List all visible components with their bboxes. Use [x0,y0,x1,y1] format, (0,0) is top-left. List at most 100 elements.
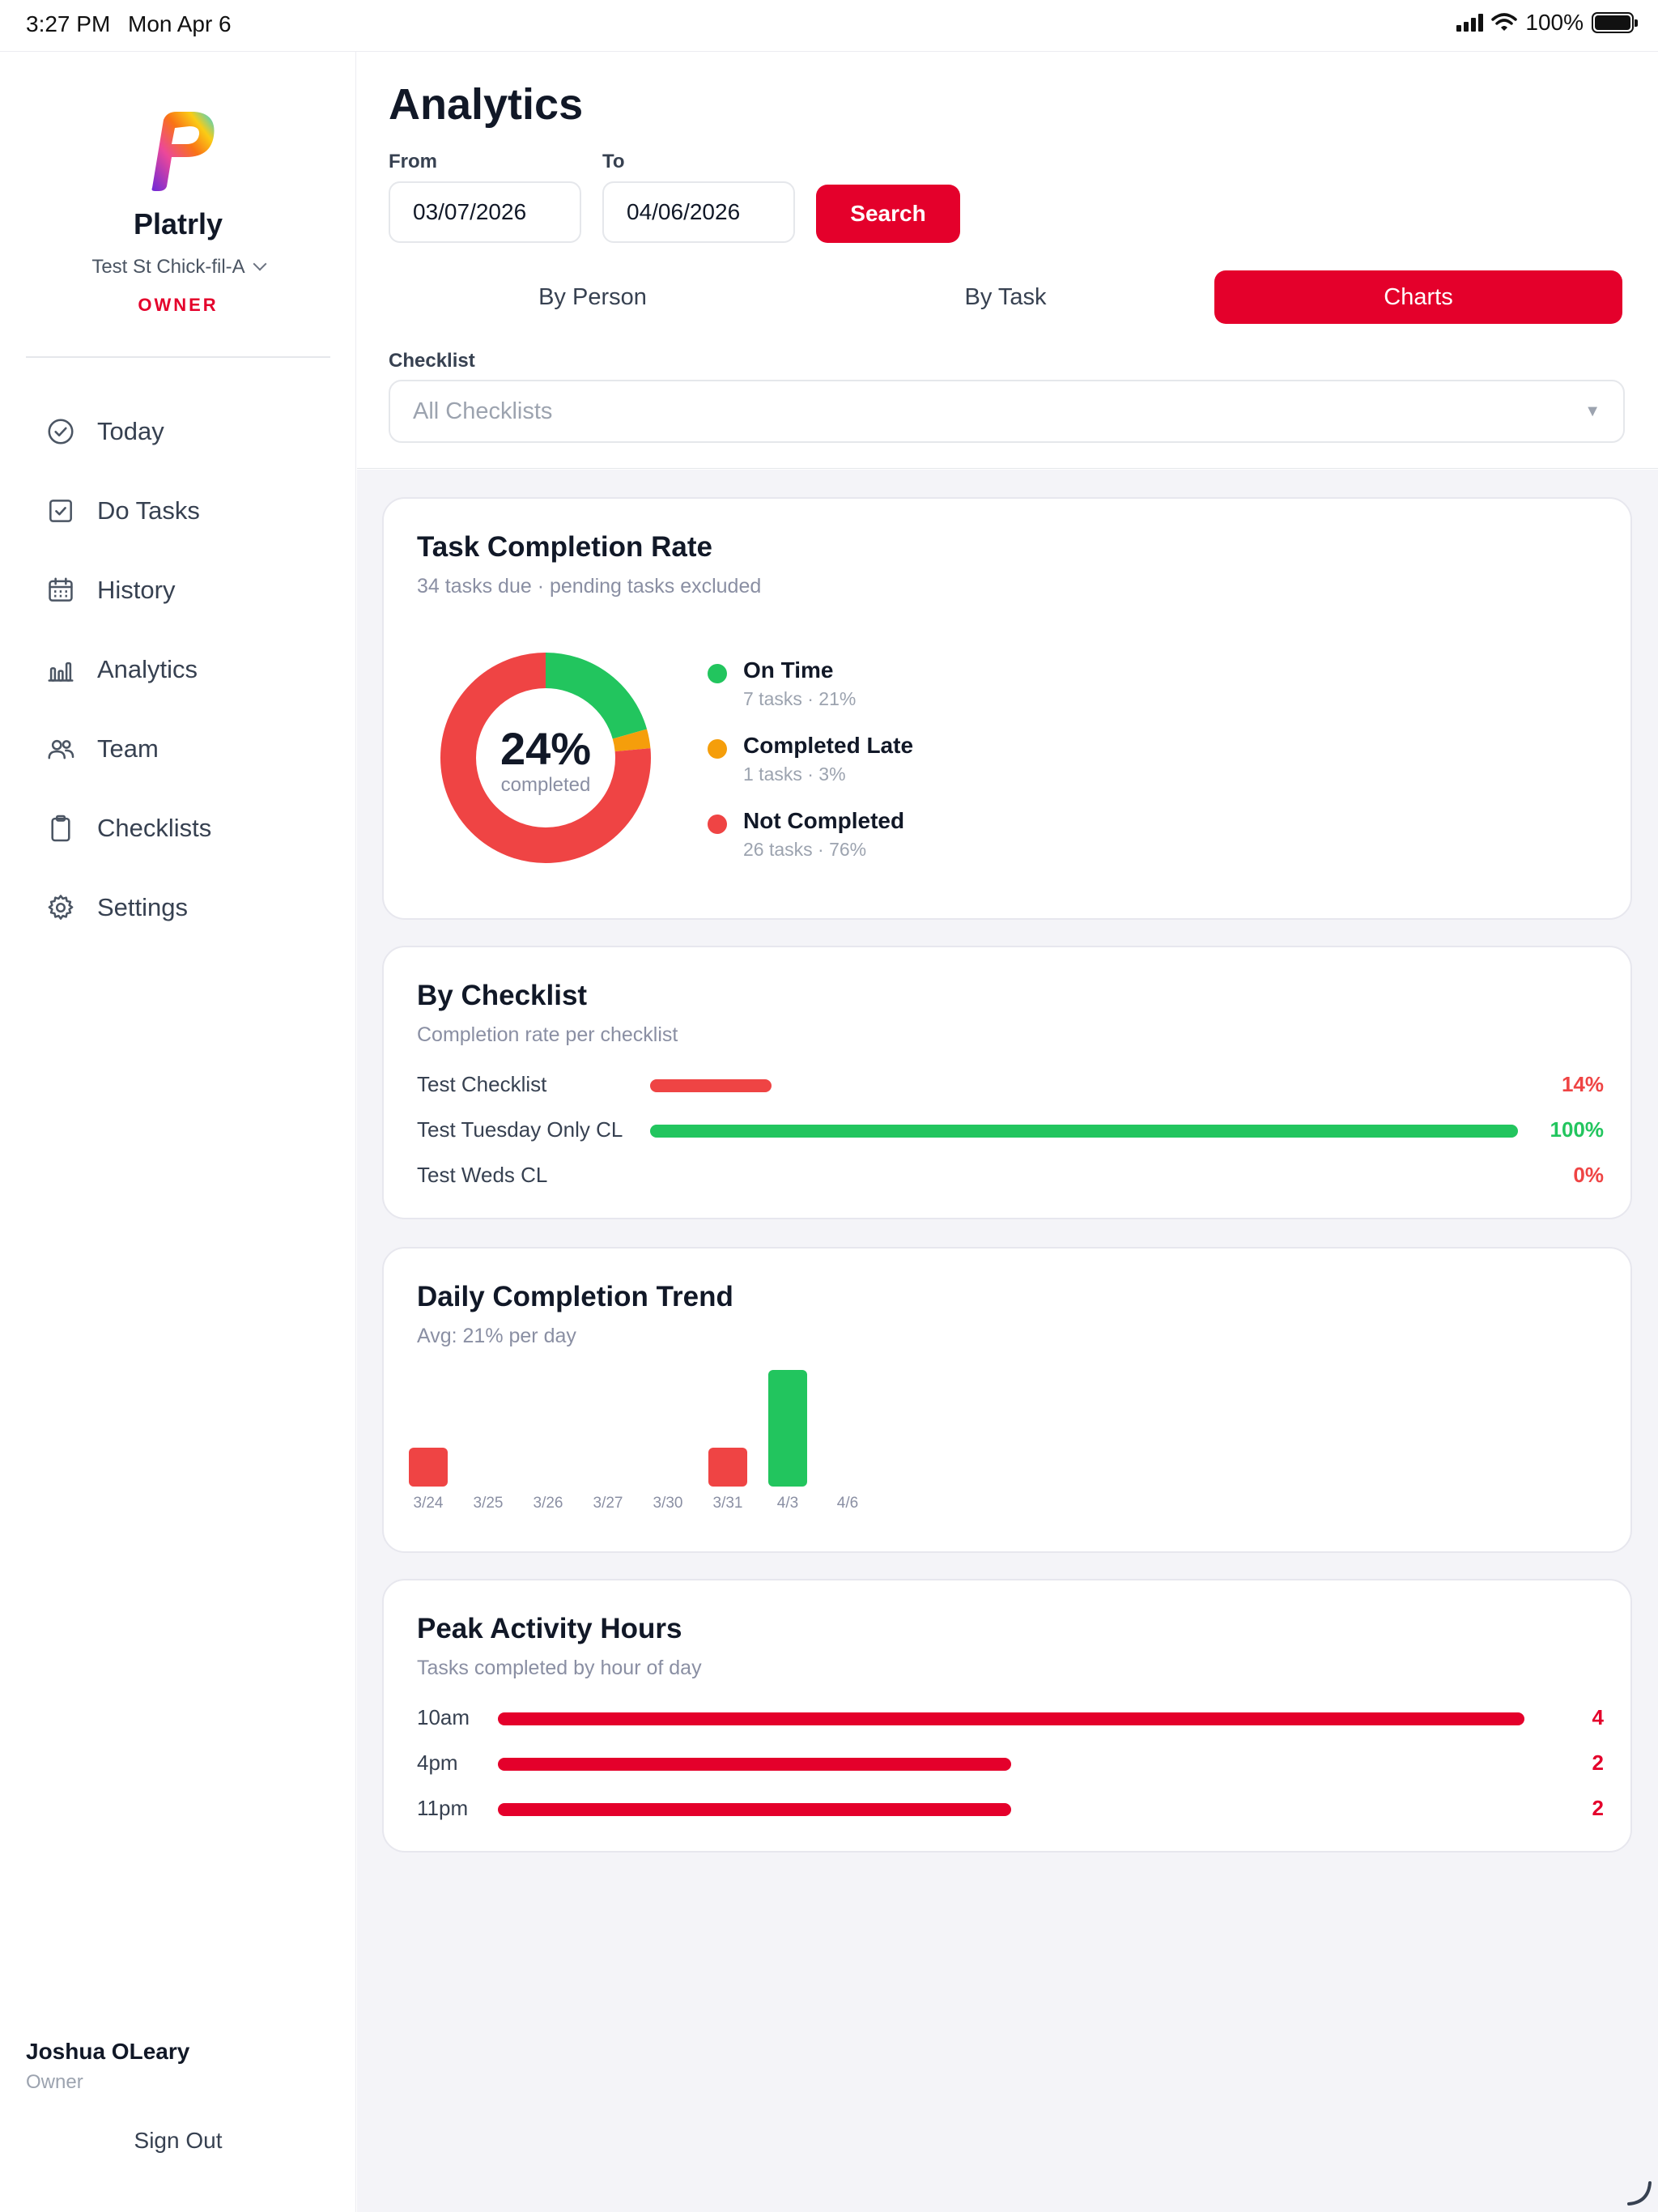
card-title: Task Completion Rate [417,531,712,563]
divider [26,356,330,358]
peak-hours-card: Peak Activity Hours Tasks completed by h… [382,1579,1632,1853]
card-subtitle: Tasks completed by hour of day [417,1657,702,1679]
trend-tick-label: 3/25 [473,1495,504,1512]
sidebar-item-do-tasks[interactable]: Do Tasks [0,471,356,551]
trend-tick-label: 4/6 [836,1495,859,1512]
view-tabs: By Person By Task Charts [389,270,1622,324]
legend-detail: 26 tasks · 76% [743,839,867,860]
bar-chart-icon [48,661,74,682]
card-title: By Checklist [417,980,588,1011]
sidebar-item-analytics[interactable]: Analytics [0,630,356,709]
page-title: Analytics [389,80,584,129]
clipboard-icon [51,815,70,842]
from-label: From [389,151,437,172]
status-indicators: 100% [1456,10,1638,36]
platrly-logo [151,112,215,191]
sidebar-nav: Today Do Tasks History Analytics Team Ch… [0,392,356,947]
peak-hour-value: 2 [1592,1796,1604,1820]
wifi-icon [1491,13,1518,31]
status-date: Mon Apr 6 [128,11,232,36]
checklist-select-value: All Checklists [413,398,553,424]
sidebar-item-team[interactable]: Team [0,709,356,789]
checklist-row: Test Weds CL 0% [417,1159,1604,1192]
completion-donut-chart [440,653,651,863]
sidebar-item-label: Today [97,417,164,445]
legend-detail: 7 tasks · 21% [743,688,857,709]
to-label: To [602,151,625,172]
sidebar-item-settings[interactable]: Settings [0,868,356,947]
sidebar: Platrly Test St Chick-fil-A OWNER Today … [0,52,356,2212]
trend-tick-label: 3/26 [533,1495,563,1512]
checklist-bar [650,1079,772,1092]
resize-handle-icon[interactable] [1624,2178,1653,2207]
dropdown-arrow-icon: ▼ [1584,402,1601,420]
sign-out-button[interactable]: Sign Out [134,2128,223,2153]
status-time: 3:27 PM [26,11,111,36]
sidebar-item-label: Analytics [97,655,198,683]
card-subtitle: Avg: 21% per day [417,1325,576,1347]
checklist-row: Test Tuesday Only CL 100% [417,1114,1604,1146]
calendar-icon [49,577,73,602]
sidebar-item-label: Settings [97,893,189,921]
checklist-row-label: Test Tuesday Only CL [417,1117,623,1142]
donut-center-label: completed [500,774,591,796]
checklist-row-value: 0% [1573,1163,1604,1187]
checklist-bar-track [650,1170,1518,1183]
trend-tick-label: 4/3 [776,1495,799,1512]
checklist-select[interactable]: All Checklists ▼ [389,380,1625,443]
checkbox-icon [49,500,72,522]
tab-charts[interactable]: Charts [1214,270,1622,324]
card-title: Peak Activity Hours [417,1613,682,1644]
completion-rate-card: Task Completion Rate 34 tasks due · pend… [382,497,1632,920]
peak-hour-row: 4pm 2 [417,1747,1604,1780]
card-subtitle: 34 tasks due · pending tasks excluded [417,575,762,598]
peak-hour-label: 10am [417,1705,470,1729]
search-button[interactable]: Search [816,185,960,243]
trend-bar [409,1448,448,1487]
check-circle-icon [48,419,74,445]
store-selector[interactable]: Test St Chick-fil-A [0,256,356,279]
analytics-header: Analytics From 03/07/2026 To 04/06/2026 … [357,52,1658,469]
trend-tick-label: 3/27 [593,1495,623,1512]
trend-tick-label: 3/30 [653,1495,683,1512]
legend-detail: 1 tasks · 3% [743,764,846,785]
tab-by-task[interactable]: By Task [964,284,1047,310]
role-badge: OWNER [138,295,219,315]
legend-label: On Time [743,657,834,683]
checklist-row-label: Test Weds CL [417,1163,548,1187]
checklist-bar [650,1125,1518,1138]
peak-hour-bar [498,1712,1524,1725]
sidebar-item-checklists[interactable]: Checklists [0,789,356,868]
peak-hour-label: 11pm [417,1796,469,1820]
sidebar-item-label: Do Tasks [97,496,200,525]
daily-trend-card: Daily Completion Trend Avg: 21% per day … [382,1247,1632,1553]
tab-by-person[interactable]: By Person [538,284,647,310]
peak-hour-bar [498,1803,1011,1816]
battery-icon [1592,12,1638,33]
sidebar-item-label: History [97,576,176,604]
checklist-row-value: 14% [1561,1072,1604,1096]
peak-hour-bar [498,1758,1011,1771]
legend-label: Not Completed [743,808,905,833]
card-title: Daily Completion Trend [417,1281,733,1312]
trend-tick-label: 3/31 [712,1495,743,1512]
sidebar-item-history[interactable]: History [0,551,356,630]
from-date-input[interactable]: 03/07/2026 [389,181,581,243]
user-name: Joshua OLeary [26,2039,190,2064]
to-date-input[interactable]: 04/06/2026 [602,181,795,243]
peak-hour-bar-track [498,1803,1524,1816]
peak-hour-bar-track [498,1712,1524,1725]
main-content: Task Completion Rate 34 tasks due · pend… [357,470,1658,2212]
gear-icon [48,895,74,920]
cellular-signal-icon [1456,14,1484,32]
sidebar-item-today[interactable]: Today [0,392,356,471]
checklist-row: Test Checklist 14% [417,1069,1604,1101]
peak-hour-row: 10am 4 [417,1702,1604,1734]
trend-bar [768,1370,807,1487]
donut-center-value: 24% [500,723,592,774]
legend-dot [708,739,727,759]
trend-tick-label: 3/24 [413,1495,444,1512]
battery-percent: 100% [1525,10,1584,35]
store-name: Test St Chick-fil-A [91,256,245,278]
chevron-down-icon [253,257,267,271]
